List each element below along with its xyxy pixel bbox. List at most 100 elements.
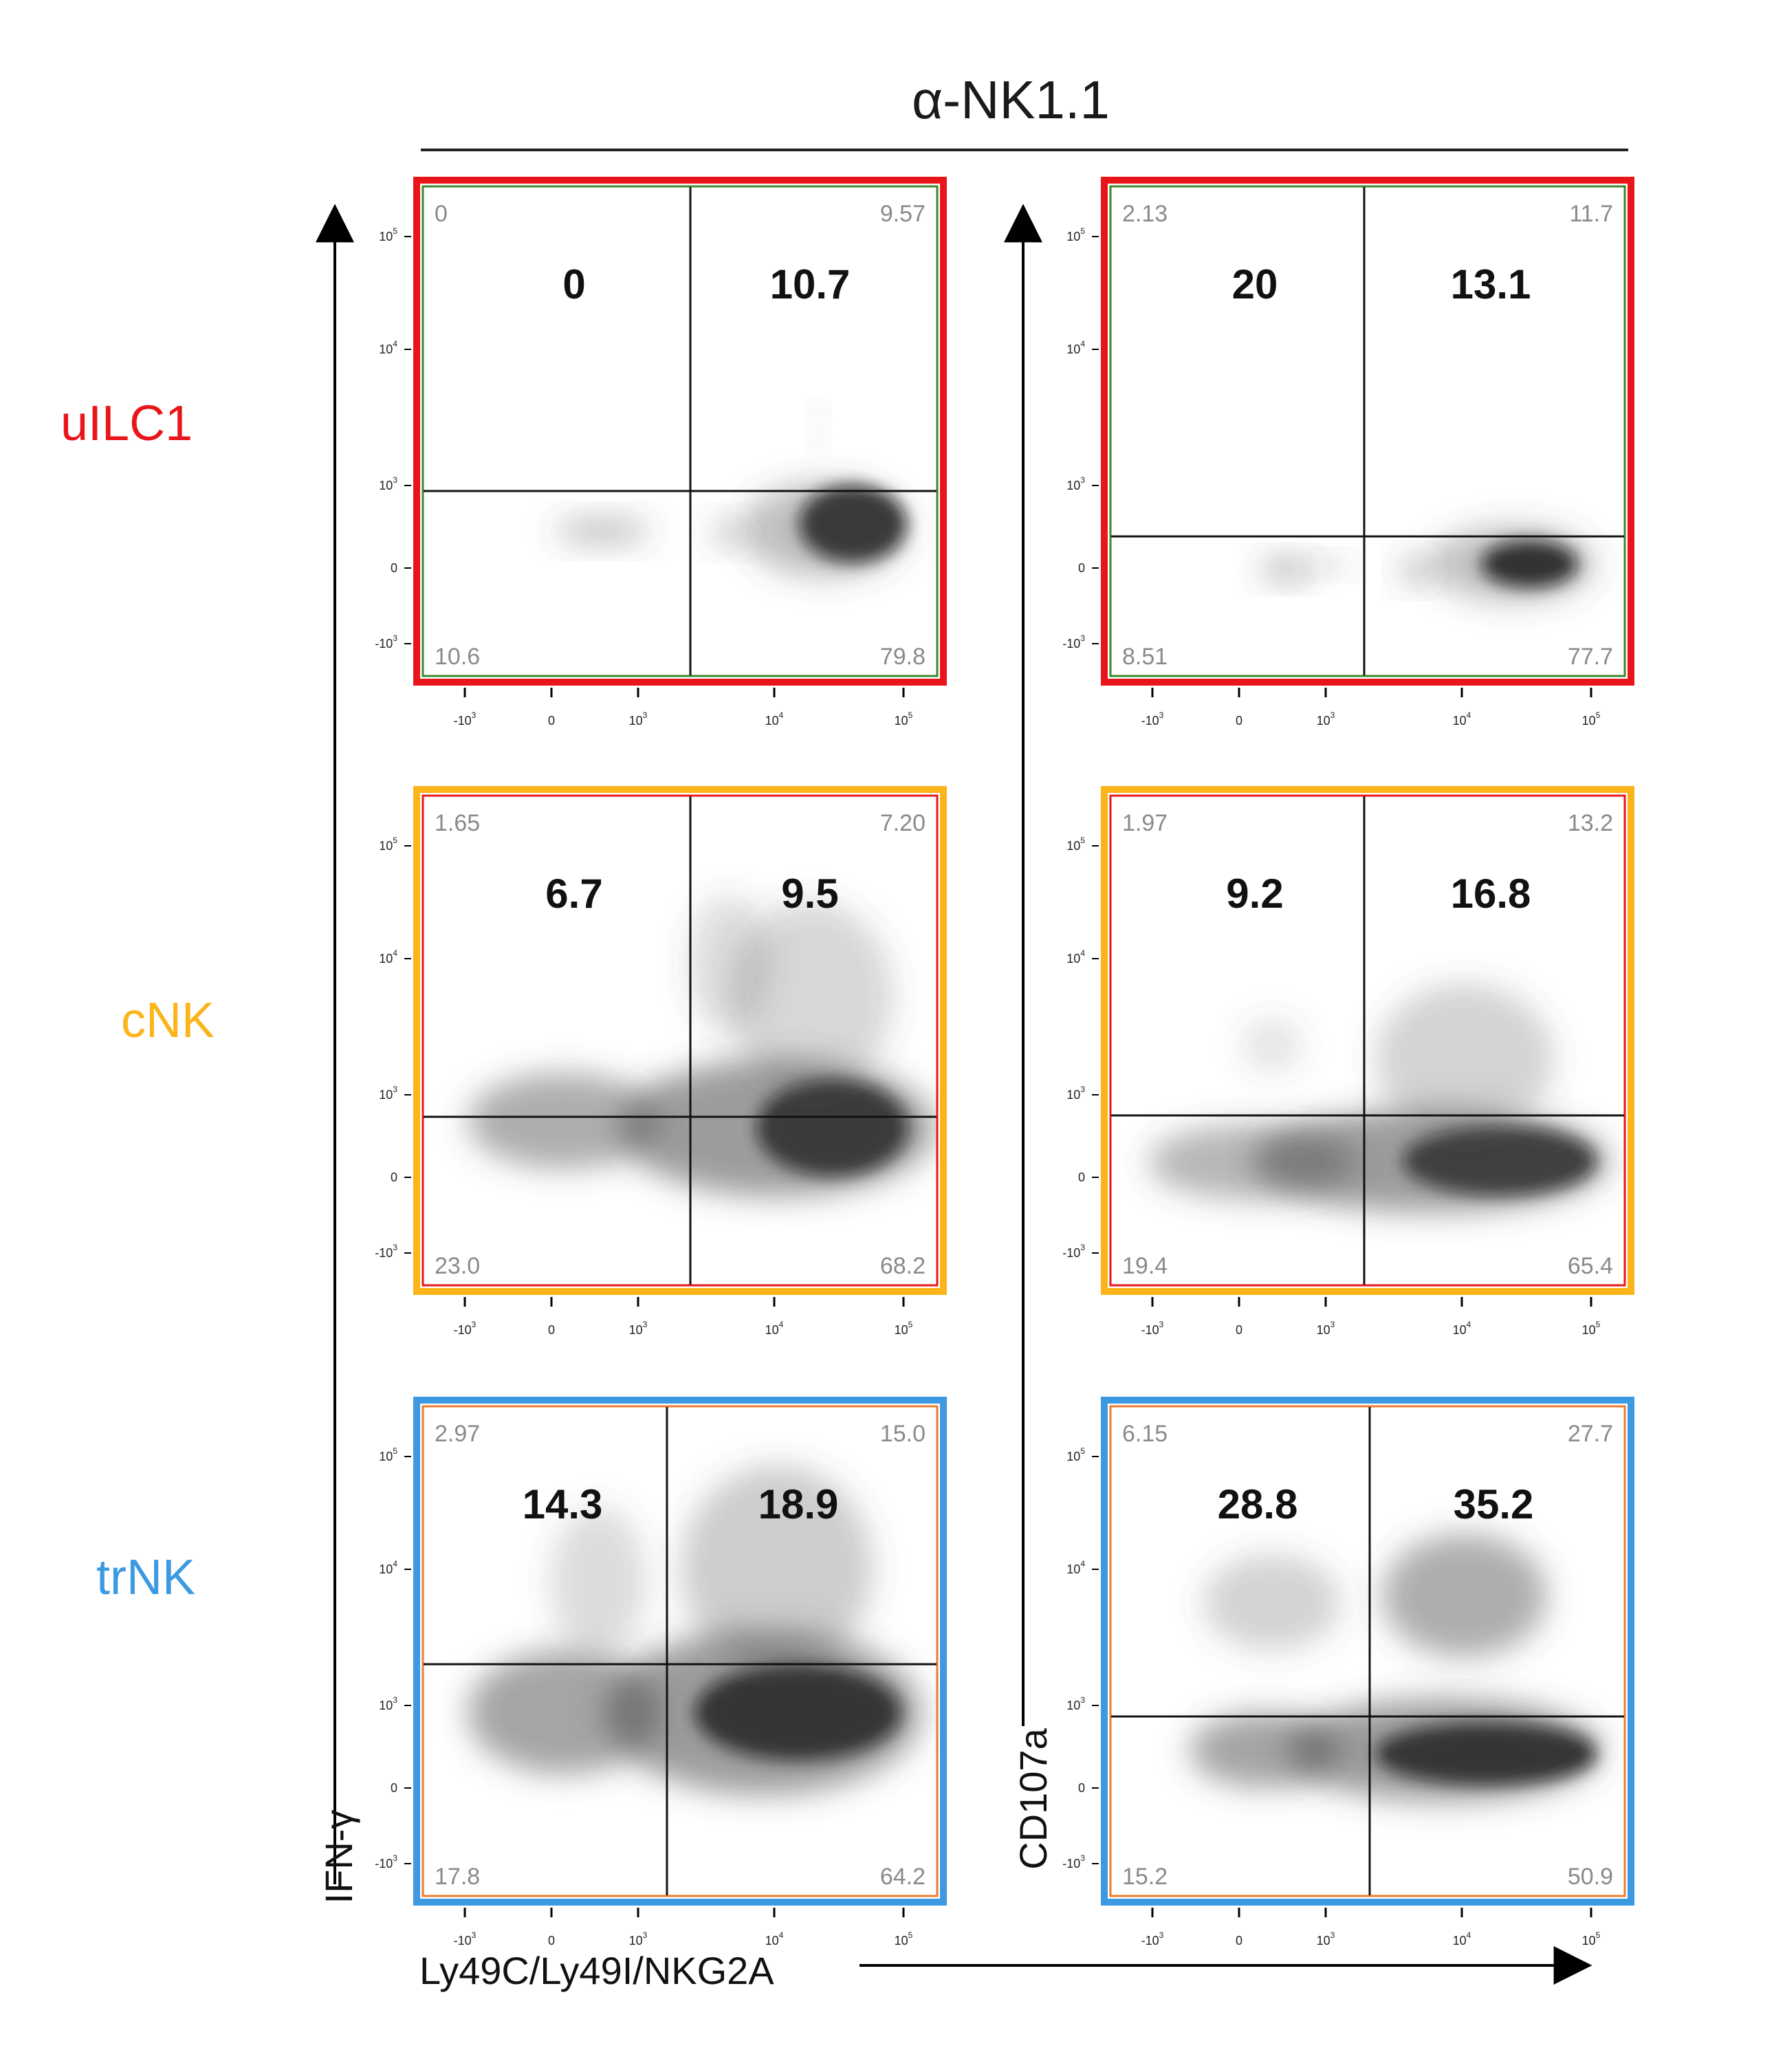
quadrant-upper-right-value: 27.7: [1568, 1421, 1613, 1447]
density-blob: [811, 411, 825, 441]
big-value-right: 9.5: [781, 871, 838, 917]
y-tick-label: 104: [379, 339, 397, 356]
panel-frame: [1101, 177, 1634, 686]
density-blob: [1286, 1699, 1602, 1802]
density-blob: [729, 901, 894, 1093]
quadrant-upper-left-value: 1.97: [1122, 810, 1168, 836]
x-axis-label: Ly49C/Ly49I/NKG2A: [419, 1949, 774, 1992]
panel-cnk-cd107a: 1.97 13.2 19.4 65.4 9.2 16.8 105 104 103 0 -103 -10…: [1062, 786, 1634, 1337]
x-tick-label: -103: [1141, 1930, 1164, 1948]
x-tick-label: 0: [548, 714, 555, 728]
x-tick-label: 103: [629, 1930, 648, 1948]
quadrant-lower-right-value: 68.2: [880, 1253, 926, 1279]
y-tick-label: 105: [379, 226, 397, 243]
panel-inner-frame: [1109, 1405, 1626, 1897]
x-tick-label: 105: [895, 1320, 913, 1337]
x-tick-label: -103: [1141, 1320, 1164, 1337]
panel-frame: [413, 1397, 947, 1906]
quadrant-upper-right-value: 7.20: [880, 810, 926, 836]
big-value-right: 10.7: [770, 261, 851, 307]
density-blob: [1430, 526, 1595, 602]
y-tick-label: -103: [1062, 633, 1085, 651]
quadrant-lower-left-value: 19.4: [1122, 1253, 1168, 1279]
y-tick-label: 0: [1078, 1781, 1085, 1795]
y-tick-label: 104: [1066, 948, 1085, 966]
quadrant-lower-right-value: 77.7: [1568, 644, 1613, 670]
y-tick-label: 0: [391, 1781, 397, 1795]
y-tick-label: 0: [391, 1170, 397, 1184]
panel-inner-frame: [421, 794, 939, 1287]
x-tick-label: 104: [765, 1930, 784, 1948]
y-tick-label: 103: [379, 1084, 397, 1102]
density-blob: [554, 516, 650, 546]
x-tick-label: 0: [548, 1323, 555, 1337]
y-tick-label: -103: [375, 633, 397, 651]
big-value-right: 35.2: [1454, 1481, 1534, 1527]
y-tick-label: 105: [1066, 1446, 1085, 1463]
y-tick-label: -103: [375, 1853, 397, 1871]
density-blob: [605, 1630, 921, 1795]
x-tick-label: 103: [629, 1320, 648, 1337]
x-tick-label: 104: [1453, 1320, 1471, 1337]
panel-inner-frame: [1109, 185, 1626, 677]
x-tick-label: 104: [765, 710, 784, 728]
row-label-cnk: cNK: [121, 993, 215, 1048]
density-blob: [681, 1465, 873, 1671]
x-tick-label: 105: [895, 1930, 913, 1948]
x-tick-label: 104: [1453, 710, 1471, 728]
x-tick-label: -103: [454, 1320, 477, 1337]
x-tick-label: 103: [1317, 1930, 1335, 1948]
y-tick-label: 104: [379, 948, 397, 966]
quadrant-upper-left-value: 6.15: [1122, 1421, 1168, 1447]
y-tick-label: 103: [1066, 1084, 1085, 1102]
panel-trnk-cd107a: 6.15 27.7 15.2 50.9 28.8 35.2 105 104 103 0 -103 -1…: [1062, 1397, 1634, 1948]
density-blob: [1190, 1712, 1341, 1788]
density-blob: [619, 1059, 935, 1197]
y-tick-label: 0: [1078, 561, 1085, 575]
panel-inner-frame: [421, 1405, 939, 1897]
x-tick-label: 0: [1236, 1934, 1242, 1948]
big-value-left: 6.7: [545, 871, 602, 917]
x-tick-label: -103: [1141, 710, 1164, 728]
plot-panels: 0 9.57 10.6 79.8 0 10.7 105 104 103 0 -103 -103 0 103…: [375, 177, 1634, 1948]
quadrant-lower-right-value: 79.8: [880, 644, 926, 670]
x-tick-label: 104: [765, 1320, 784, 1337]
density-blob: [1375, 983, 1554, 1135]
y-tick-label: 105: [1066, 836, 1085, 853]
figure-title: α-NK1.1: [912, 69, 1110, 130]
row-label-trnk: trNK: [96, 1550, 195, 1605]
density-cloud: [554, 411, 908, 578]
density-blob: [688, 894, 770, 1032]
panel-cnk-ifng: 1.65 7.20 23.0 68.2 6.7 9.5 105 104 103 0 -103 -103…: [375, 786, 947, 1337]
panel-inner-frame: [421, 185, 939, 677]
x-tick-label: 105: [895, 710, 913, 728]
quadrant-upper-left-value: 1.65: [435, 810, 480, 836]
x-tick-label: -103: [454, 1930, 477, 1948]
quadrant-lower-left-value: 10.6: [435, 644, 480, 670]
quadrant-lower-right-value: 65.4: [1568, 1253, 1613, 1279]
big-value-left: 14.3: [523, 1481, 603, 1527]
y-axis-label-cd107a: CD107a: [1011, 1727, 1055, 1869]
quadrant-lower-right-value: 50.9: [1568, 1864, 1613, 1890]
density-blob: [1148, 1124, 1355, 1200]
big-value-left: 20: [1232, 261, 1278, 307]
y-axis-label-ifng: IFN-γ: [317, 1810, 360, 1904]
panel-frame: [413, 786, 947, 1295]
y-tick-label: 103: [1066, 475, 1085, 492]
density-cloud: [1190, 1534, 1602, 1802]
x-tick-label: 103: [1317, 1320, 1335, 1337]
y-tick-label: 103: [379, 475, 397, 492]
panel-trnk-ifng: 2.97 15.0 17.8 64.2 14.3 18.9 105 104 103 0 -103 -1…: [375, 1397, 947, 1948]
density-blob: [1251, 1109, 1609, 1212]
y-tick-label: 103: [379, 1695, 397, 1712]
y-tick-label: -103: [1062, 1243, 1085, 1260]
x-tick-label: 0: [1236, 1323, 1242, 1337]
quadrant-lower-right-value: 64.2: [880, 1864, 926, 1890]
y-tick-label: 0: [391, 561, 397, 575]
big-value-right: 13.1: [1451, 261, 1531, 307]
density-blob: [1260, 556, 1315, 583]
y-tick-label: -103: [375, 1243, 397, 1260]
panel-frame: [1101, 1397, 1634, 1906]
density-cloud: [1148, 983, 1609, 1212]
